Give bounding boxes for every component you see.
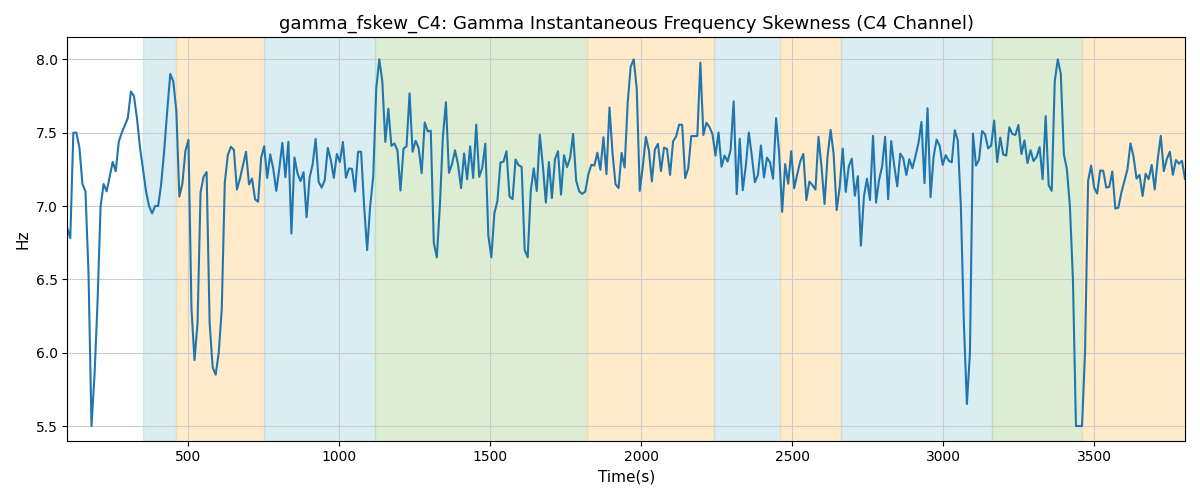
Bar <box>1082 38 1184 440</box>
Bar <box>714 38 780 440</box>
X-axis label: Time(s): Time(s) <box>598 470 655 485</box>
Bar <box>587 38 714 440</box>
Bar <box>264 38 376 440</box>
Bar <box>841 38 991 440</box>
Bar <box>376 38 587 440</box>
Y-axis label: Hz: Hz <box>16 230 30 249</box>
Bar <box>143 38 176 440</box>
Bar <box>176 38 264 440</box>
Title: gamma_fskew_C4: Gamma Instantaneous Frequency Skewness (C4 Channel): gamma_fskew_C4: Gamma Instantaneous Freq… <box>278 15 973 34</box>
Bar <box>780 38 841 440</box>
Bar <box>991 38 1082 440</box>
